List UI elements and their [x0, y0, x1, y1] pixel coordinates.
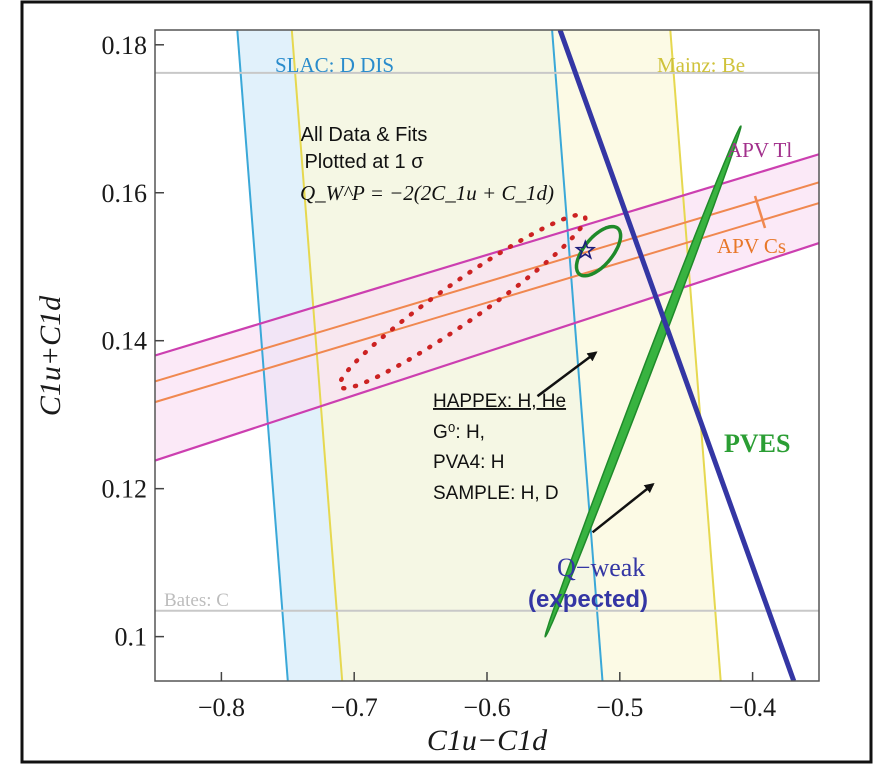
band-edge-slac-left — [236, 30, 289, 681]
label-apv-tl: APV Tl — [727, 138, 792, 162]
ellipse-combined-fit — [574, 224, 623, 278]
apv-cs-pointer — [753, 195, 767, 229]
label-apv-cs: APV Cs — [717, 234, 786, 258]
label-qweak-expected: (expected) — [528, 586, 648, 613]
label-mainz-be: Mainz: Be — [657, 53, 745, 77]
x-axis-ticks: −0.8 −0.7 −0.6 −0.5 −0.4 — [198, 672, 776, 722]
outer-frame — [20, 0, 873, 764]
annotation-pva4: PVA4: H — [433, 452, 504, 473]
annotation-sample: SAMPLE: H, D — [433, 483, 559, 504]
overlay-layer — [536, 239, 655, 534]
annotation-all-data: All Data & Fits — [301, 124, 428, 146]
band-edge-apv-tl-lower — [155, 242, 819, 462]
x-tick-label-4: −0.4 — [729, 693, 776, 722]
band-edge-mainz-left — [290, 30, 344, 681]
plot-area — [155, 30, 819, 681]
x-tick-label-0: −0.8 — [198, 693, 245, 722]
y-tick-label-1: 0.12 — [102, 475, 148, 504]
band-edge-mainz-right — [669, 30, 722, 681]
y-axis-title: C1u+C1d — [34, 295, 67, 416]
x-tick-label-3: −0.5 — [596, 693, 643, 722]
y-axis-ticks: 0.1 0.12 0.14 0.16 0.18 — [102, 31, 164, 652]
band-edge-slac-right — [551, 30, 604, 681]
annotation-arrow-1 — [591, 482, 655, 534]
label-slac-d-dis: SLAC: D DIS — [275, 53, 394, 77]
annotation-plotted-sigma: Plotted at 1 σ — [304, 151, 424, 173]
marker-star-0 — [574, 239, 597, 260]
annotation-g0: G⁰: H, — [433, 422, 485, 443]
label-bates-c: Bates: C — [164, 590, 229, 611]
annotation-formula: Q_W^P = −2(2C_1u + C_1d) — [300, 181, 554, 205]
x-tick-label-1: −0.7 — [331, 693, 378, 722]
band-fill-mainz — [291, 30, 721, 681]
label-pves: PVES — [724, 429, 790, 458]
series-line-qweak — [557, 30, 797, 681]
y-tick-label-0: 0.1 — [115, 623, 148, 652]
annotation-arrow-0 — [536, 351, 598, 398]
label-qweak: Q−weak — [557, 553, 645, 582]
y-tick-label-2: 0.14 — [102, 327, 148, 356]
y-tick-label-3: 0.16 — [102, 179, 148, 208]
band-edge-apv-cs-lower — [155, 202, 819, 404]
y-tick-label-4: 0.18 — [102, 31, 148, 60]
annotation-happex: HAPPEx: H, He — [433, 391, 566, 412]
x-tick-label-2: −0.6 — [463, 693, 510, 722]
band-edge-apv-tl-upper — [155, 153, 819, 357]
x-axis-title: C1u−C1d — [427, 724, 548, 757]
ellipse-pves — [544, 125, 742, 638]
